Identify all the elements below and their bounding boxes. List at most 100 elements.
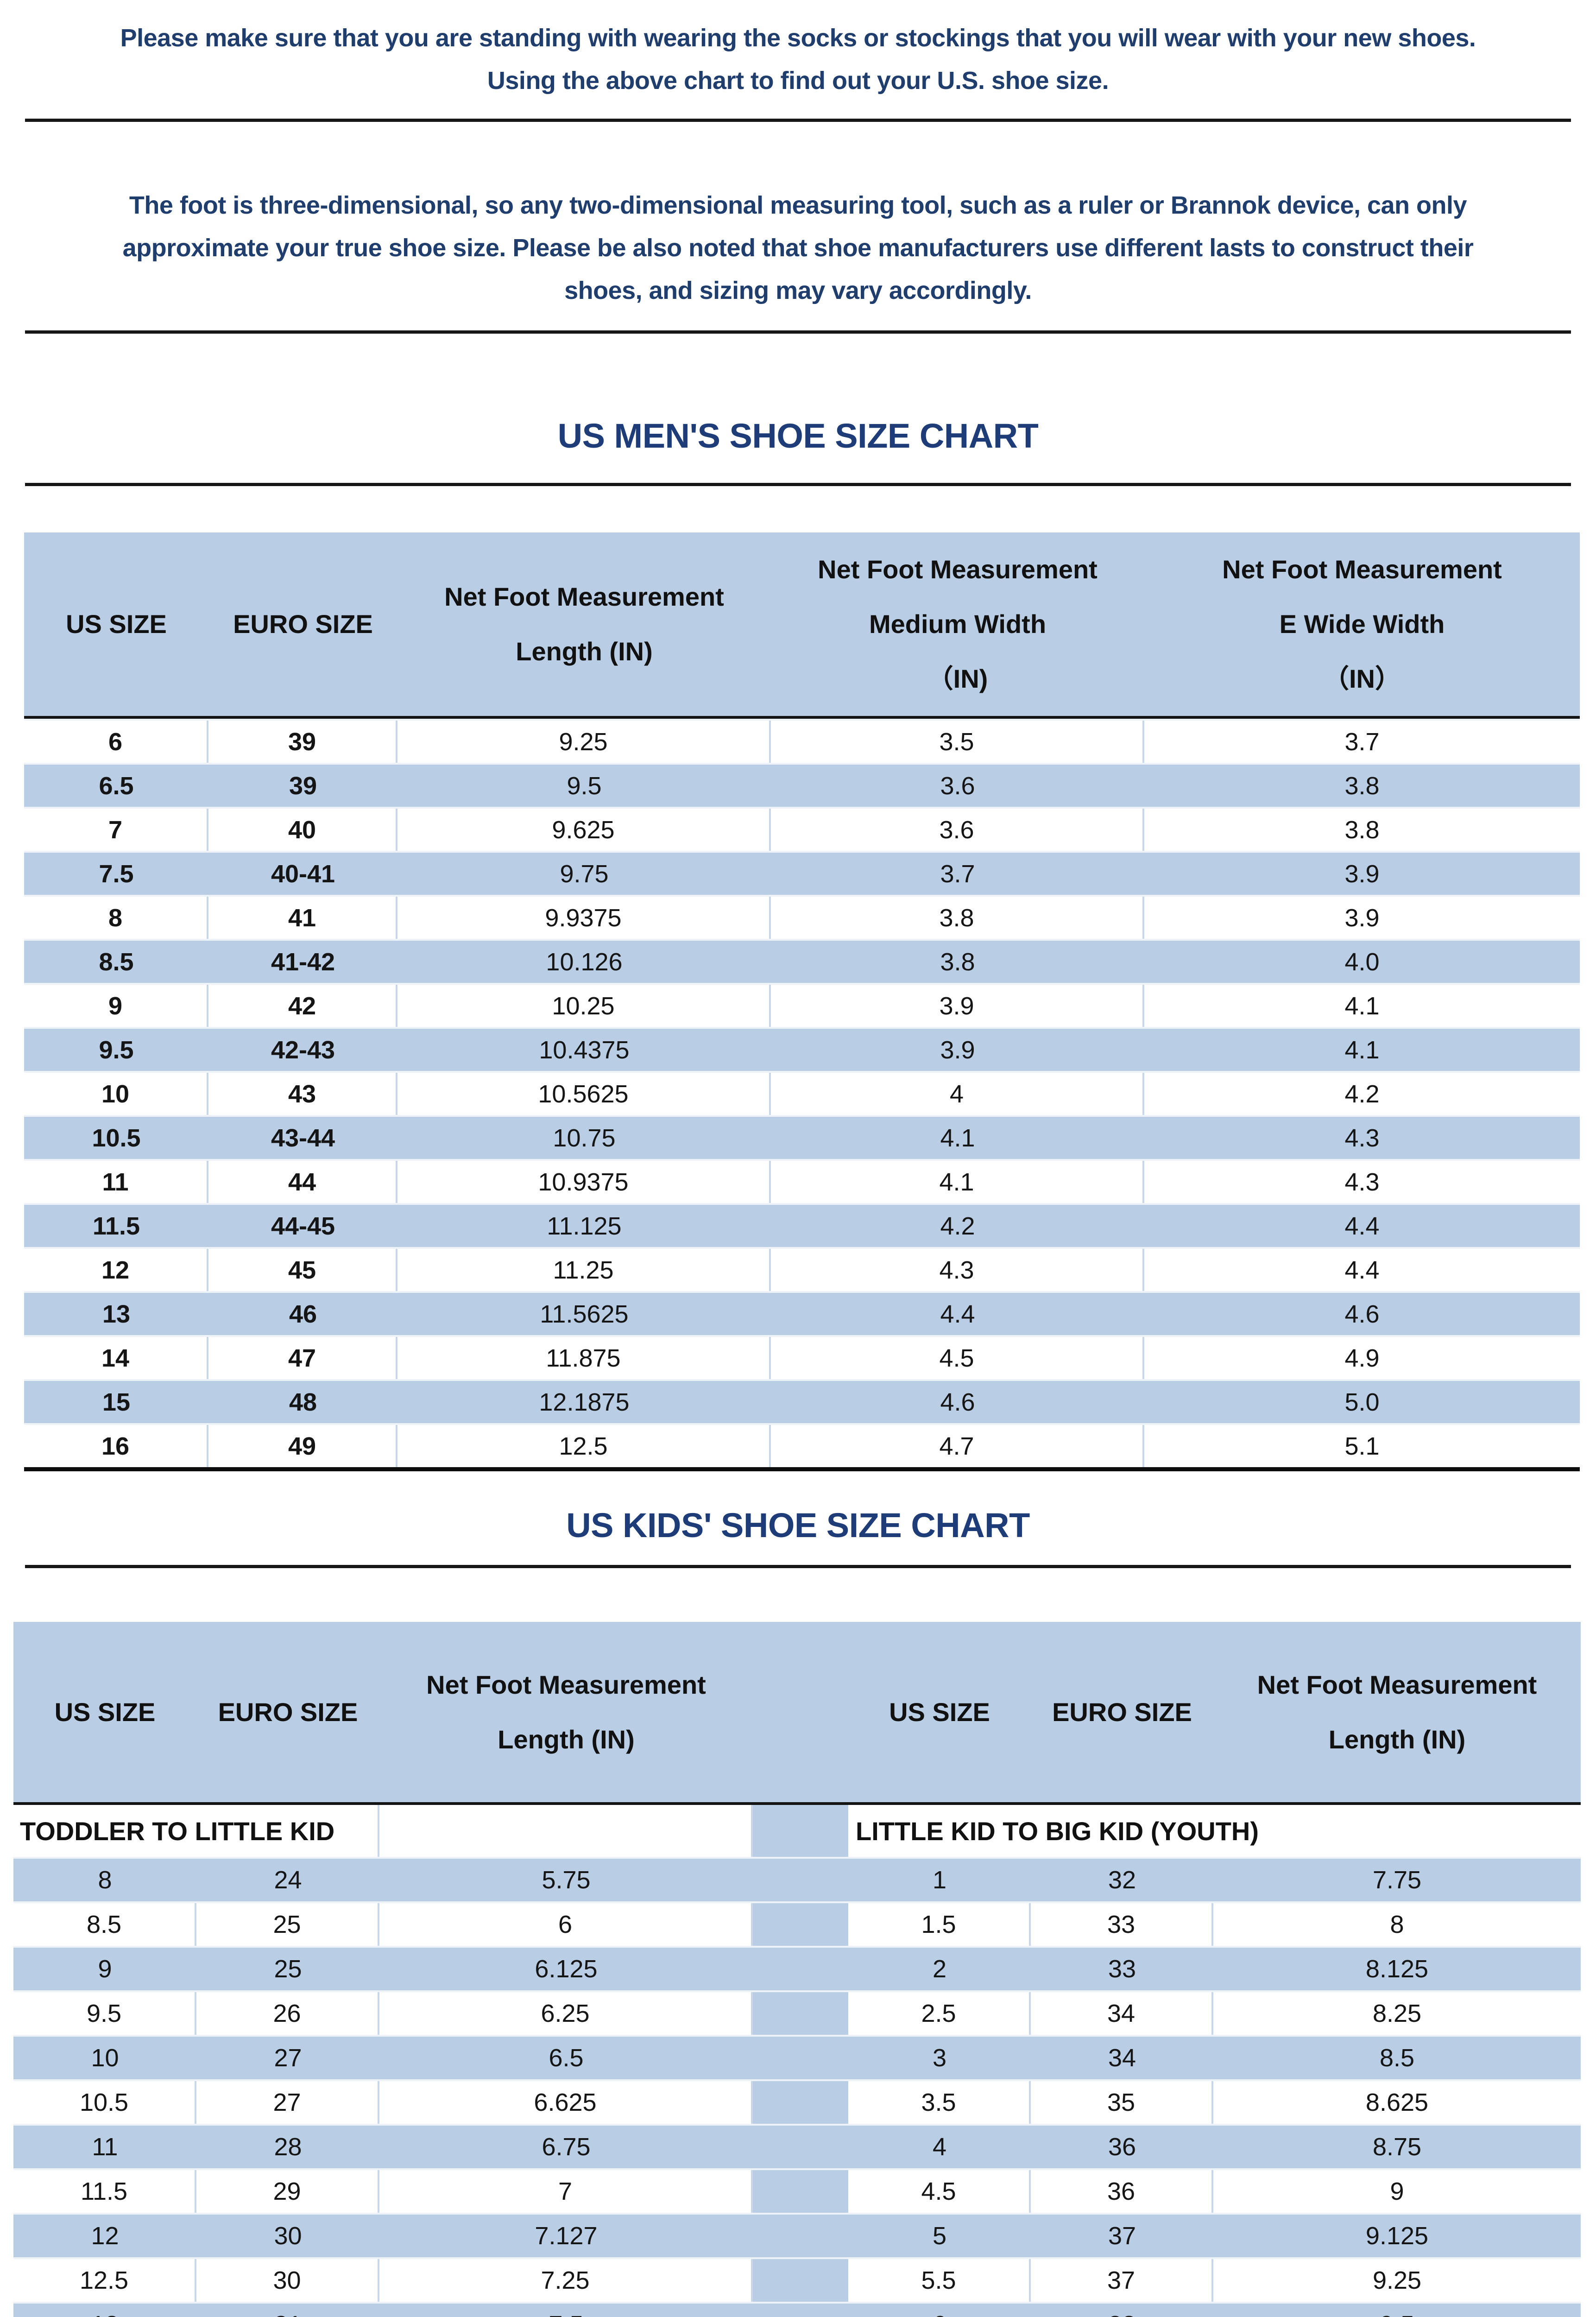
- mens-table-cell: 4.4: [1344, 1256, 1380, 1284]
- kids-table-cell: 33: [1031, 1948, 1213, 1990]
- mens-table-cell: 12.1875: [539, 1388, 630, 1416]
- mens-table-cell: 6: [24, 721, 208, 763]
- mens-table-cell: 10.126: [546, 948, 623, 976]
- kids-table-cell: 3: [848, 2037, 1031, 2079]
- kids-table-row: 10 27 6.5 3 34 8.5: [13, 2035, 1581, 2079]
- kids-table-cell: 6.75: [379, 2126, 753, 2168]
- mens-table-cell: 41-42: [271, 948, 335, 976]
- kids-table-cell: 8.5: [1213, 2037, 1581, 2079]
- kids-table-cell: 5.75: [379, 1859, 753, 1901]
- mens-table-cell: 10.4375: [539, 1036, 630, 1064]
- mens-table-cell: 11: [24, 1161, 208, 1203]
- mens-table-cell: 45: [208, 1249, 397, 1291]
- kids-header-length-left: Net Foot Measurement Length (IN): [426, 1670, 706, 1754]
- mens-header-us-size: US SIZE: [66, 609, 167, 639]
- mens-size-table: US SIZE EURO SIZE Net Foot Measurement L…: [24, 532, 1580, 1471]
- mens-table-cell: 9.5: [99, 1036, 134, 1064]
- mens-table-cell: 4.4: [940, 1300, 975, 1328]
- kids-table-cell: 24: [196, 1859, 379, 1901]
- mens-table-cell: 11.25: [397, 1249, 771, 1291]
- kids-table-cell: 9: [13, 1948, 196, 1990]
- mens-header-length: Net Foot Measurement Length (IN): [444, 582, 724, 666]
- kids-table-cell: 9.125: [1213, 2215, 1581, 2257]
- mens-table-cell: 4.2: [1344, 1080, 1380, 1108]
- kids-table-cell: 6.625: [379, 2081, 753, 2124]
- kids-group-row: TODDLER TO LITTLE KID LITTLE KID TO BIG …: [13, 1805, 1581, 1857]
- kids-table-cell: 12: [13, 2215, 196, 2257]
- kids-table-cell: 6: [848, 2304, 1031, 2317]
- kids-row-spacer: [753, 2081, 848, 2124]
- kids-table-row: 9 25 6.125 2 33 8.125: [13, 1946, 1581, 1990]
- kids-table-cell: 7: [379, 2170, 753, 2213]
- kids-group-label-toddler: TODDLER TO LITTLE KID: [13, 1805, 379, 1857]
- mens-table-cell: 3.9: [940, 1036, 975, 1064]
- kids-header-euro-size-left: EURO SIZE: [218, 1697, 358, 1727]
- kids-table-cell: 36: [1031, 2170, 1213, 2213]
- kids-table-cell: 31: [196, 2304, 379, 2317]
- mens-table-cell: 4.2: [940, 1212, 975, 1240]
- mens-table-cell: 11.5625: [540, 1300, 629, 1328]
- mens-table-cell: 3.5: [771, 721, 1144, 763]
- kids-table-cell: 5: [848, 2215, 1031, 2257]
- kids-table-cell: 7.75: [1213, 1859, 1581, 1901]
- kids-table-cell: 38: [1031, 2304, 1213, 2317]
- mens-table-cell: 44-45: [271, 1212, 335, 1240]
- mens-table-cell: 9.5: [567, 772, 602, 800]
- kids-table-cell: 1: [848, 1859, 1031, 1901]
- mens-table-cell: 10: [24, 1073, 208, 1115]
- kids-table-body: 8 24 5.75 1 32 7.75 8.5 25 6 1.5 33 8 9 25 6.125 2 33 8.1…: [13, 1857, 1581, 2317]
- mens-table-cell: 4.3: [771, 1249, 1144, 1291]
- mens-table-cell: 4.6: [940, 1388, 975, 1416]
- kids-table-row: 8.5 25 6 1.5 33 8: [13, 1901, 1581, 1946]
- kids-table-row: 11.5 29 7 4.5 36 9: [13, 2168, 1581, 2213]
- divider-line-2: [25, 330, 1571, 334]
- kids-table-cell: 33: [1031, 1903, 1213, 1946]
- mens-table-cell: 9: [24, 985, 208, 1027]
- kids-table-cell: 4: [848, 2126, 1031, 2168]
- mens-table-cell: 9.625: [397, 809, 771, 851]
- mens-table-cell: 4.0: [1344, 948, 1380, 976]
- kids-table-cell: 9.5: [1213, 2304, 1581, 2317]
- mens-table-cell: 3.6: [771, 809, 1144, 851]
- mens-chart-title: US MEN'S SHOE SIZE CHART: [557, 417, 1039, 455]
- mens-table-row: 12 45 11.25 4.3 4.4: [24, 1247, 1580, 1291]
- kids-table-cell: 27: [196, 2037, 379, 2079]
- mens-table-row: 14 47 11.875 4.5 4.9: [24, 1335, 1580, 1379]
- kids-header-euro-size-right: EURO SIZE: [1052, 1697, 1192, 1727]
- mens-table-cell: 3.9: [1344, 860, 1380, 888]
- kids-table-cell: 2.5: [848, 1992, 1031, 2035]
- mens-table-cell: 3.8: [940, 948, 975, 976]
- mens-table-cell: 4.7: [771, 1425, 1144, 1467]
- kids-table-cell: 10: [13, 2037, 196, 2079]
- kids-table-cell: 3.5: [848, 2081, 1031, 2124]
- mens-table-cell: 3.8: [1344, 772, 1380, 800]
- kids-table-cell: 8: [1390, 1911, 1404, 1938]
- mens-table-row: 15 48 12.1875 4.6 5.0: [24, 1379, 1580, 1423]
- mens-table-row: 8.5 41-42 10.126 3.8 4.0: [24, 939, 1580, 983]
- kids-row-spacer: [753, 1992, 848, 2035]
- mens-table-cell: 16: [24, 1425, 208, 1467]
- mens-table-row: 13 46 11.5625 4.4 4.6: [24, 1291, 1580, 1335]
- kids-table-cell: 34: [1031, 1992, 1213, 2035]
- mens-table-cell: 4.6: [1344, 1300, 1380, 1328]
- mens-table-cell: 10.5625: [397, 1073, 771, 1115]
- mens-table-row: 7 40 9.625 3.6 3.8: [24, 807, 1580, 851]
- divider-line-3: [25, 483, 1571, 486]
- mens-table-cell: 4.5: [771, 1337, 1144, 1379]
- mens-table-cell: 14: [24, 1337, 208, 1379]
- kids-table-cell: 6.25: [379, 1992, 753, 2035]
- kids-table-cell: 30: [196, 2259, 379, 2302]
- kids-group-spacer: [753, 1805, 848, 1857]
- kids-table-cell: 37: [1031, 2259, 1213, 2302]
- kids-table-cell: 30: [196, 2215, 379, 2257]
- mens-table-cell: 47: [208, 1337, 397, 1379]
- mens-table-cell: 49: [208, 1425, 397, 1467]
- mens-header-e-wide-width: Net Foot Measurement E Wide Width （IN）: [1222, 555, 1502, 693]
- kids-table-cell: 37: [1031, 2215, 1213, 2257]
- mens-table-cell: 9.25: [397, 721, 771, 763]
- mens-table-cell: 11.125: [547, 1212, 622, 1240]
- mens-table-cell: 4: [771, 1073, 1144, 1115]
- mens-table-cell: 44: [208, 1161, 397, 1203]
- mens-table-row: 6 39 9.25 3.5 3.7: [24, 719, 1580, 763]
- kids-table-cell: 35: [1031, 2081, 1213, 2124]
